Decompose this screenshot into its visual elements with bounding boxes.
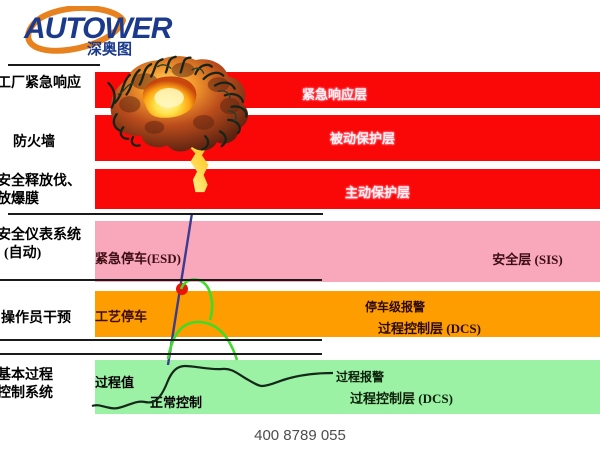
svg-text:深奥图: 深奥图 <box>87 40 132 58</box>
